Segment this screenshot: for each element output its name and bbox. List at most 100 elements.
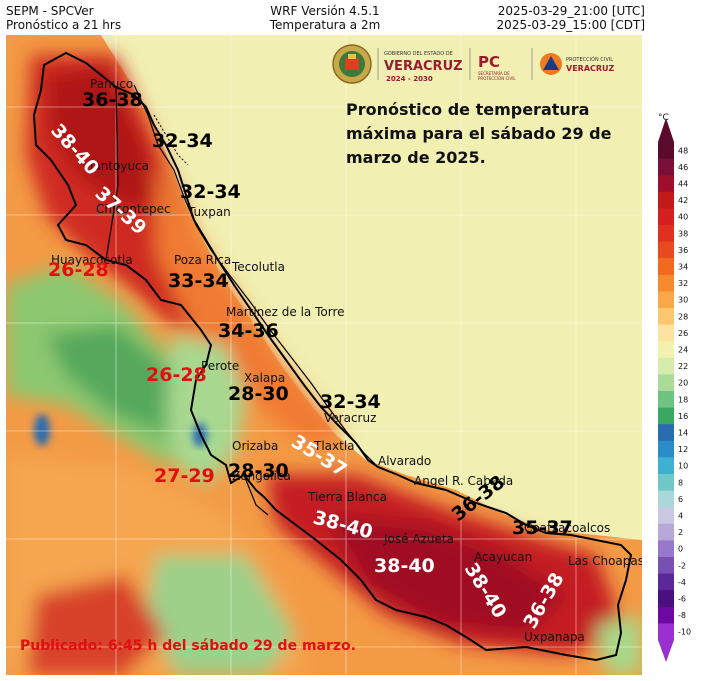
- colorbar-tick-label: 4: [678, 512, 683, 521]
- colorbar-tick-label: 36: [678, 246, 688, 255]
- place-acayucan: Acayucan: [474, 550, 532, 564]
- place-huayacocotla: Huayacocotla: [51, 253, 133, 267]
- colorbar-band: [658, 590, 674, 608]
- colorbar-band: [658, 274, 674, 292]
- cold-spot-west: [34, 414, 50, 446]
- temp-label: 38-40: [374, 555, 435, 577]
- place-perote: Perote: [201, 359, 239, 373]
- colorbar-band: [658, 324, 674, 342]
- colorbar-tick-label: 18: [678, 395, 688, 404]
- colorbar-band: [658, 540, 674, 558]
- place-xalapa: Xalapa: [244, 371, 285, 385]
- temp-label: 35-37: [512, 517, 573, 539]
- place-tantoyuca: Tantoyuca: [87, 159, 149, 173]
- colorbar-tick-label: 8: [678, 478, 683, 487]
- place-martinez: Martinez de la Torre: [226, 305, 345, 319]
- temp-label: 26-28: [146, 364, 207, 386]
- place-las-choapas: Las Choapas: [568, 554, 642, 568]
- colorbar-tick-label: 42: [678, 196, 688, 205]
- colorbar-svg: °C 4846444240383634323028262422201816141…: [658, 113, 691, 662]
- coastline: [133, 84, 379, 468]
- colorbar-band: [658, 606, 674, 624]
- cooler-highlands-west: [46, 325, 176, 435]
- colorbar-unit: °C: [658, 113, 669, 123]
- utc-time-label: 2025-03-29_21:00 [UTC]: [497, 4, 645, 18]
- map-grid: [6, 35, 642, 675]
- gobierno-line2: VERACRUZ: [384, 59, 463, 74]
- place-veracruz: Veracruz: [324, 411, 376, 425]
- pc-line2: PROTECCIÓN CIVIL: [478, 76, 516, 81]
- colorbar-top-extension: [658, 118, 674, 142]
- temp-label: 34-36: [218, 320, 279, 342]
- forecast-title: Pronóstico de temperatura máxima para el…: [346, 100, 612, 167]
- colorbar-tick-label: 16: [678, 412, 688, 421]
- variable-label: Temperatura a 2m: [269, 18, 381, 32]
- colorbar-tick-label: 46: [678, 163, 688, 172]
- temp-label: 27-29: [154, 465, 215, 487]
- internal-boundary: [105, 86, 119, 261]
- colorbar-band: [658, 308, 674, 326]
- colorbar-band: [658, 407, 674, 425]
- colorbar-tick-label: 26: [678, 329, 688, 338]
- colorbar-tick-label: 34: [678, 263, 688, 272]
- colorbar-tick-label: 0: [678, 545, 683, 554]
- colorbar-band: [658, 557, 674, 575]
- colorbar-band: [658, 225, 674, 243]
- colorbar-band: [658, 357, 674, 375]
- place-orizaba: Orizaba: [232, 439, 278, 453]
- colorbar-tick-label: 20: [678, 379, 688, 388]
- temp-label: 32-34: [320, 391, 381, 413]
- place-angel: Angel R. Cabada: [414, 474, 513, 488]
- colorbar-band: [658, 523, 674, 541]
- temperature-map: Panuco Tantoyuca Chicontepec Tuxpan Huay…: [6, 35, 642, 675]
- colorbar-tick-label: -8: [678, 611, 686, 620]
- source-label: SEPM - SPCVer: [6, 4, 94, 18]
- valid-time-header: 2025-03-29_21:00 [UTC] 2025-03-29_15:00 …: [497, 4, 645, 32]
- colorbar-band: [658, 457, 674, 475]
- colorbar-band: [658, 440, 674, 458]
- place-jose-azueta: José Azueta: [383, 532, 454, 546]
- colorbar-bottom-extension: [658, 640, 674, 662]
- colorbar-tick-label: 22: [678, 362, 688, 371]
- colorbar-band: [658, 258, 674, 276]
- model-version-label: WRF Versión 4.5.1: [270, 4, 380, 18]
- colorbar-band: [658, 175, 674, 193]
- temp-label: 28-30: [228, 383, 289, 405]
- temp-label: 26-28: [48, 259, 109, 281]
- place-chicontepec: Chicontepec: [96, 202, 171, 216]
- colorbar-tick-label: -6: [678, 595, 686, 604]
- logos-svg: GOBIERNO DEL ESTADO DE VERACRUZ 2024 - 2…: [332, 44, 615, 84]
- state-seal-icon: [332, 44, 372, 84]
- published-note: Publicado: 6:45 h del sábado 29 de marzo…: [20, 638, 356, 654]
- central-highlands: [166, 335, 246, 485]
- colorbar-band: [658, 291, 674, 309]
- colorbar-tick-label: 32: [678, 279, 688, 288]
- warm-coastal-belt: [156, 165, 346, 445]
- tamiahua-lagoon: [153, 114, 189, 166]
- colorbar-band: [658, 490, 674, 508]
- place-tierra-blanca: Tierra Blanca: [307, 490, 387, 504]
- colorbar-tick-label: 48: [678, 146, 688, 155]
- place-zongolica: Zongolica: [232, 469, 291, 483]
- gobierno-line1: GOBIERNO DEL ESTADO DE: [384, 51, 453, 57]
- place-poza-rica: Poza Rica: [174, 253, 231, 267]
- colorbar-band: [658, 241, 674, 259]
- pc-line1: SECRETARÍA DE: [478, 71, 510, 76]
- internal-boundary-south: [243, 474, 269, 516]
- temp-label: 28-30: [228, 460, 289, 482]
- colorbar-band: [658, 142, 674, 160]
- place-alvarado: Alvarado: [378, 454, 431, 468]
- southwest-cool-patch: [146, 555, 296, 675]
- colorbar-band: [658, 374, 674, 392]
- temperature-colorbar: °C 48 46 44 42 40 38 36 34 32 30 28 26 24 22 20 18 16 14 1…: [654, 112, 702, 664]
- colorbar-tick-label: 28: [678, 312, 688, 321]
- gobierno-line3: 2024 - 2030: [386, 75, 433, 83]
- institution-logos: GOBIERNO DEL ESTADO DE VERACRUZ 2024 - 2…: [330, 40, 622, 88]
- place-tecolutla: Tecolutla: [231, 260, 285, 274]
- temp-label: 33-34: [168, 270, 229, 292]
- very-hot-zone-north: [46, 65, 156, 205]
- very-hot-zone-south: [326, 515, 566, 635]
- place-panuco: Panuco: [90, 77, 133, 91]
- colorbar-band: [658, 507, 674, 525]
- colorbar-tick-label: 30: [678, 296, 688, 305]
